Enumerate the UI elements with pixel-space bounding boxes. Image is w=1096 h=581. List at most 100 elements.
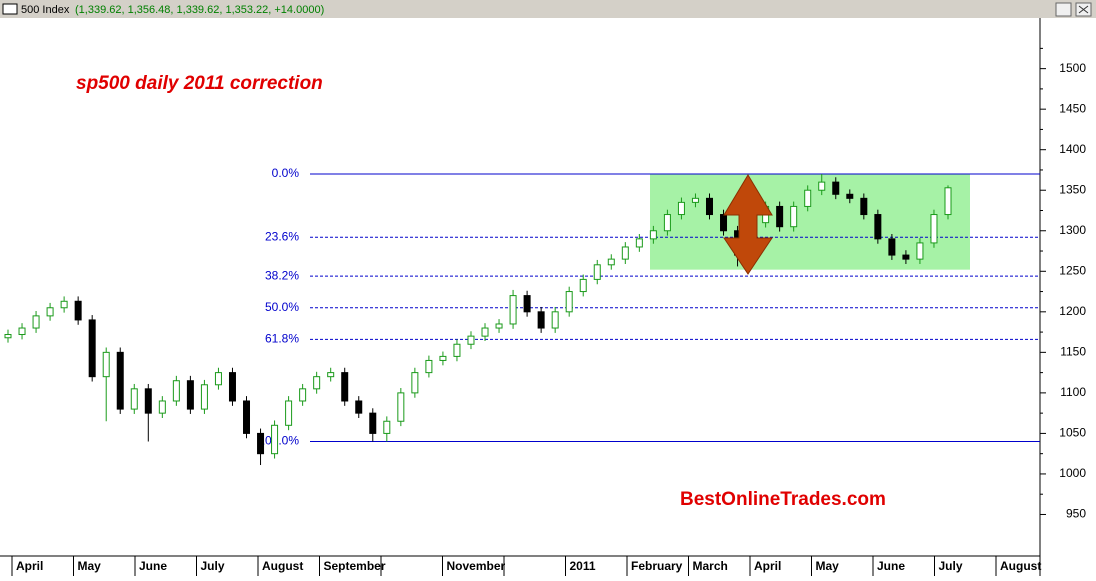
header-bar xyxy=(0,0,1096,18)
candle-body xyxy=(257,432,265,455)
candle-body xyxy=(621,246,629,260)
candle-body xyxy=(509,295,517,325)
candle-body xyxy=(355,400,363,414)
candle-body xyxy=(327,372,335,378)
candle-body xyxy=(18,327,26,336)
candle-body xyxy=(102,351,110,378)
candle-body xyxy=(635,238,643,248)
double-arrow xyxy=(723,174,773,275)
x-tick-label: August xyxy=(262,559,303,573)
candle-body xyxy=(523,295,531,313)
header-quote: (1,339.62, 1,356.48, 1,339.62, 1,353.22,… xyxy=(75,4,324,16)
candle-body xyxy=(285,400,293,426)
candle-body xyxy=(565,291,573,313)
y-tick-label: 1450 xyxy=(1059,101,1086,115)
y-tick-label: 1150 xyxy=(1060,345,1086,359)
candle-body xyxy=(677,201,685,216)
arrow xyxy=(723,174,773,275)
candle-body xyxy=(172,380,180,402)
y-tick-label: 1200 xyxy=(1059,304,1086,318)
candle-body xyxy=(74,300,82,321)
candle-body xyxy=(32,315,40,329)
candle-body xyxy=(116,351,124,410)
watermark: BestOnlineTrades.com xyxy=(680,489,886,510)
candle-body xyxy=(481,327,489,337)
candle-body xyxy=(846,193,854,199)
candle-body xyxy=(341,372,349,402)
x-tick-label: 2011 xyxy=(570,559,596,573)
restore-button[interactable] xyxy=(1055,2,1072,17)
candle-body xyxy=(537,311,545,329)
candle-body xyxy=(130,388,138,410)
candle-body xyxy=(663,214,671,232)
candle-body xyxy=(776,205,784,228)
window-icon xyxy=(2,3,18,15)
candle-body xyxy=(888,238,896,256)
fib-label: 100.0% xyxy=(258,434,299,448)
candle-body xyxy=(593,264,601,280)
x-tick-label: May xyxy=(816,559,840,573)
candle-body xyxy=(649,230,657,240)
candle-body xyxy=(453,343,461,357)
x-tick-label: February xyxy=(631,559,683,573)
candle-body xyxy=(158,400,166,414)
candle-body xyxy=(579,278,587,293)
candle-body xyxy=(243,400,251,434)
x-tick-label: November xyxy=(447,559,506,573)
candle-body xyxy=(860,197,868,216)
candle-body xyxy=(720,214,728,232)
y-tick-label: 1500 xyxy=(1059,61,1086,75)
candle-body xyxy=(804,189,812,207)
candle-body xyxy=(495,323,503,329)
candle-body xyxy=(874,214,882,240)
candle-body xyxy=(691,197,699,203)
candle-body xyxy=(313,376,321,390)
x-tick-label: July xyxy=(201,559,225,573)
candle-body xyxy=(228,372,236,402)
x-tick-label: March xyxy=(693,559,728,573)
candle-body xyxy=(46,307,54,317)
y-tick-label: 1250 xyxy=(1059,263,1086,277)
fib-label: 50.0% xyxy=(265,300,299,314)
header-symbol: 500 Index xyxy=(21,4,70,16)
candle-body xyxy=(944,187,952,216)
x-tick-label: September xyxy=(324,559,386,573)
candle-body xyxy=(902,254,910,260)
y-tick-label: 1400 xyxy=(1059,142,1086,156)
y-tick-label: 1050 xyxy=(1059,426,1086,440)
candle-body xyxy=(930,214,938,244)
close-icon xyxy=(1078,5,1089,14)
candle-body xyxy=(299,388,307,402)
candle-body xyxy=(425,359,433,374)
x-tick-label: July xyxy=(939,559,963,573)
x-tick-label: August xyxy=(1000,559,1041,573)
candle-body xyxy=(790,205,798,228)
chart-title: sp500 daily 2011 correction xyxy=(76,73,323,94)
candle-body xyxy=(818,181,826,191)
candle-body xyxy=(186,380,194,410)
y-tick-label: 1350 xyxy=(1059,182,1086,196)
candle-body xyxy=(271,424,279,455)
fib-label: 61.8% xyxy=(265,332,299,346)
y-tick-label: 950 xyxy=(1066,507,1086,521)
y-tick-label: 1300 xyxy=(1059,223,1086,237)
candle-body xyxy=(439,355,447,361)
x-tick-label: June xyxy=(139,559,167,573)
candle-body xyxy=(832,181,840,195)
fib-label: 23.6% xyxy=(265,229,299,243)
candle-body xyxy=(4,334,12,339)
candle-body xyxy=(551,311,559,329)
candle-body xyxy=(467,335,475,345)
candle-body xyxy=(411,372,419,394)
y-tick-label: 1000 xyxy=(1059,466,1086,480)
y-tick-label: 1100 xyxy=(1060,385,1086,399)
candle-body xyxy=(214,372,222,386)
candle-body xyxy=(397,392,405,422)
candle-body xyxy=(383,420,391,434)
plot: 950 1000 1050 1100 1150 1200 1250 1300 1350 1400 1… xyxy=(4,47,1086,576)
candle-body xyxy=(200,384,208,410)
candle-body xyxy=(60,300,68,309)
candle-body xyxy=(705,197,713,216)
